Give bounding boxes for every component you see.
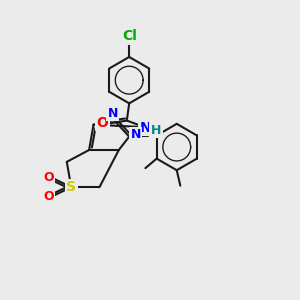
Text: N: N xyxy=(108,107,118,120)
Text: N: N xyxy=(140,121,151,135)
Text: S: S xyxy=(66,180,76,194)
Text: O: O xyxy=(43,171,54,184)
Text: O: O xyxy=(97,116,108,130)
Text: H: H xyxy=(151,124,161,136)
Text: Cl: Cl xyxy=(122,29,136,43)
Text: N: N xyxy=(130,128,141,141)
Text: O: O xyxy=(43,190,54,203)
